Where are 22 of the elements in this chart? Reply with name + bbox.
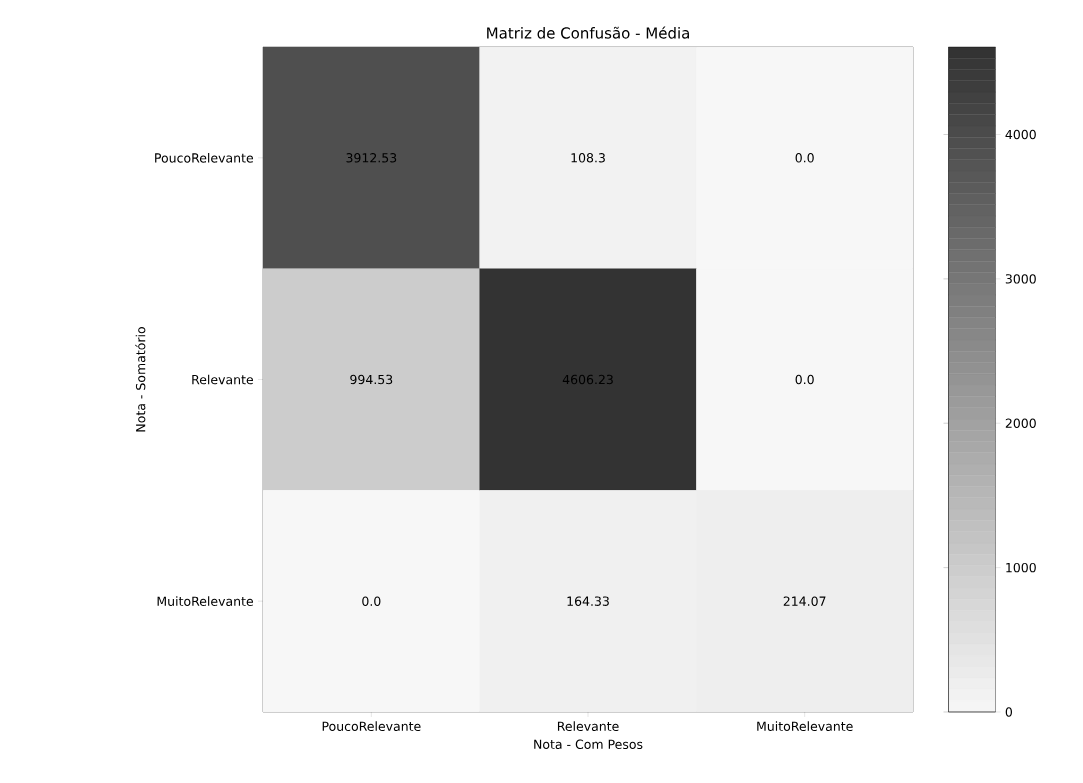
color-bar-label: 0 <box>1005 707 1013 717</box>
color-bar-label: 1000 <box>1006 562 1036 573</box>
y-tick-label: Relevante <box>192 374 253 385</box>
x-tick-label: PoucoRelevante <box>322 721 421 732</box>
data-label: 3912.53 <box>346 153 397 163</box>
data-label: 994.53 <box>350 374 393 385</box>
x-tick-label: MuitoRelevante <box>757 721 853 732</box>
x-tick-label: Relevante <box>557 721 619 732</box>
x-axis-title: Nota - Com Pesos <box>534 739 643 750</box>
data-label: 0.0 <box>362 596 381 606</box>
color-bar-label: 2000 <box>1005 418 1036 428</box>
data-label: 108.3 <box>571 153 605 163</box>
color-bar-label: 4000 <box>1005 129 1036 140</box>
color-bar-label: 3000 <box>1005 274 1036 284</box>
data-label: 0.0 <box>795 153 814 163</box>
data-label: 0.0 <box>795 374 814 385</box>
chart-title: Matriz de Confusão - Média <box>487 26 689 39</box>
y-tick-label: PoucoRelevante <box>155 152 253 163</box>
y-axis-title: Nota - Somatório <box>135 327 146 432</box>
data-label: 164.33 <box>567 596 609 606</box>
data-label: 214.07 <box>783 596 826 606</box>
y-tick-label: MuitoRelevante <box>157 596 254 606</box>
